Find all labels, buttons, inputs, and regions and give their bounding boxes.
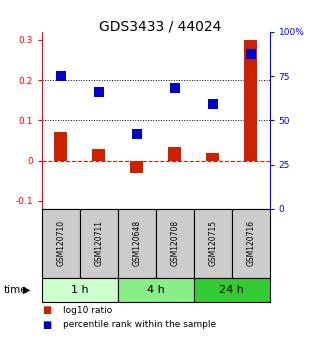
Point	[58, 73, 63, 79]
Point	[96, 89, 101, 95]
Text: ■: ■	[42, 320, 51, 330]
Bar	[54, 132, 67, 161]
Text: ■: ■	[42, 306, 51, 315]
Text: GSM120715: GSM120715	[208, 220, 217, 267]
Text: GSM120710: GSM120710	[56, 220, 65, 267]
Text: log10 ratio: log10 ratio	[63, 306, 112, 315]
Point	[210, 102, 215, 107]
Text: GSM120716: GSM120716	[246, 220, 255, 267]
Bar	[130, 161, 143, 173]
Bar	[206, 153, 219, 161]
Point	[248, 51, 253, 57]
Bar	[244, 40, 257, 161]
Bar	[92, 149, 105, 161]
Text: time: time	[3, 285, 27, 295]
Text: 24 h: 24 h	[219, 285, 244, 295]
Text: percentile rank within the sample: percentile rank within the sample	[63, 320, 216, 329]
Bar	[168, 147, 181, 161]
Text: ▶: ▶	[23, 285, 30, 295]
Text: 1 h: 1 h	[71, 285, 89, 295]
Point	[172, 85, 177, 91]
Text: 4 h: 4 h	[147, 285, 165, 295]
Text: GSM120711: GSM120711	[94, 221, 103, 266]
Point	[134, 132, 139, 137]
Text: GSM120648: GSM120648	[132, 220, 141, 267]
Text: GDS3433 / 44024: GDS3433 / 44024	[99, 19, 222, 34]
Text: GSM120708: GSM120708	[170, 220, 179, 267]
